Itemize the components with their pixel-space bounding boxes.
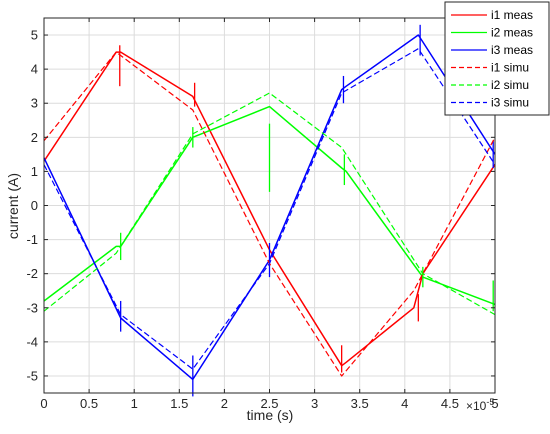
- x-tick-label: 5: [491, 396, 498, 411]
- legend-item: i1 simu: [451, 61, 529, 75]
- x-tick-label: 0.5: [80, 396, 98, 411]
- series-line: [43, 105, 496, 306]
- x-tick-label: 3: [311, 396, 318, 411]
- series-i2-meas: [43, 105, 496, 312]
- legend: i1 meas i2 meas i3 meas i1 simu i2 simu i3 si…: [444, 1, 550, 116]
- legend-item: i3 meas: [451, 43, 533, 57]
- series-i3-simu: [43, 48, 496, 370]
- series-layer: [43, 24, 496, 397]
- legend-label: i2 meas: [491, 26, 533, 40]
- series-i1-meas: [43, 45, 496, 373]
- x-tick-label: 2: [221, 396, 228, 411]
- x-tick-label: 4: [401, 396, 408, 411]
- x-tick-label: 3.5: [351, 396, 369, 411]
- series-line: [43, 92, 496, 316]
- x-tick-label: 0: [40, 396, 47, 411]
- legend-item: i2 meas: [451, 26, 533, 40]
- legend-item: i1 meas: [451, 8, 533, 22]
- legend-label: i1 simu: [491, 61, 529, 75]
- y-tick-label: 1: [31, 164, 38, 179]
- y-tick-label: 4: [31, 62, 38, 77]
- legend-label: i1 meas: [491, 8, 533, 22]
- series-line: [43, 34, 496, 381]
- y-tick-label: -2: [26, 266, 38, 281]
- series-line: [43, 48, 496, 370]
- y-tick-label: -1: [26, 232, 38, 247]
- x-axis-exponent: ×10-5: [466, 397, 494, 413]
- series-i2-simu: [43, 92, 496, 316]
- legend-label: i3 simu: [491, 96, 529, 110]
- x-axis-exponent-base: ×10: [466, 399, 487, 413]
- series-i3-meas: [43, 24, 496, 397]
- x-axis-exponent-power: -5: [486, 397, 494, 407]
- y-tick-label: 5: [31, 28, 38, 43]
- legend-item: i3 simu: [451, 96, 529, 110]
- y-tick-label: 2: [31, 130, 38, 145]
- y-tick-label: -3: [26, 300, 38, 315]
- y-axis-label: current (A): [5, 173, 21, 239]
- legend-label: i2 simu: [491, 78, 529, 92]
- y-tick-label: 0: [31, 198, 38, 213]
- x-axis-label: time (s): [247, 407, 294, 423]
- legend-label: i3 meas: [491, 43, 533, 57]
- series-line: [43, 51, 496, 367]
- y-tick-label: 3: [31, 96, 38, 111]
- y-tick-label: -5: [26, 368, 38, 383]
- legend-box: [444, 1, 550, 116]
- x-tick-label: 2.5: [260, 396, 278, 411]
- legend-item: i2 simu: [451, 78, 529, 92]
- ticks: [43, 18, 496, 393]
- x-tick-label: 4.5: [441, 396, 459, 411]
- x-tick-label: 1: [131, 396, 138, 411]
- y-tick-label: -4: [26, 334, 38, 349]
- x-tick-label: 1.5: [170, 396, 188, 411]
